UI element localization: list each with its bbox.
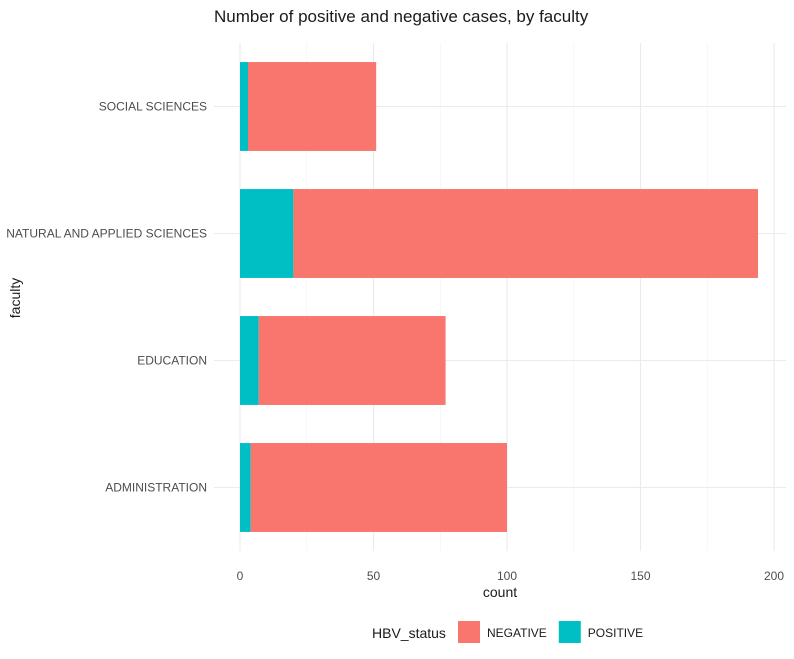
bar-negative-administration	[250, 443, 507, 532]
x-tick-label: 150	[630, 569, 650, 583]
legend: HBV_status NEGATIVE POSITIVE	[372, 621, 643, 643]
legend-label-positive: POSITIVE	[588, 626, 643, 640]
bar-positive-natural-and-applied-sciences	[240, 189, 294, 278]
bar-negative-natural-and-applied-sciences	[293, 189, 758, 278]
y-tick-labels: ADMINISTRATION EDUCATION NATURAL AND APPLI…	[6, 100, 207, 495]
x-axis-title: count	[483, 584, 517, 600]
x-tick-label: 50	[367, 569, 381, 583]
legend-items: NEGATIVE POSITIVE	[458, 621, 643, 643]
bar-negative-education	[258, 316, 446, 405]
x-tick-labels: 0 50 100 150 200	[237, 569, 785, 583]
legend-key-positive	[558, 621, 581, 643]
y-tick-label: ADMINISTRATION	[105, 481, 207, 495]
x-tick-label: 0	[237, 569, 244, 583]
y-tick-label: SOCIAL SCIENCES	[99, 100, 207, 114]
bar-positive-social-sciences	[240, 62, 249, 151]
legend-title: HBV_status	[372, 625, 446, 641]
chart-title: Number of positive and negative cases, b…	[214, 7, 589, 26]
legend-label-negative: NEGATIVE	[487, 626, 547, 640]
y-tick-label: NATURAL AND APPLIED SCIENCES	[6, 227, 207, 241]
x-tick-label: 200	[764, 569, 784, 583]
x-tick-label: 100	[497, 569, 517, 583]
bars	[240, 62, 758, 532]
y-tick-label: EDUCATION	[137, 354, 207, 368]
bar-negative-social-sciences	[248, 62, 377, 151]
bar-positive-administration	[240, 443, 251, 532]
bar-positive-education	[240, 316, 259, 405]
legend-key-negative	[458, 621, 480, 643]
y-axis-title: faculty	[7, 278, 23, 318]
